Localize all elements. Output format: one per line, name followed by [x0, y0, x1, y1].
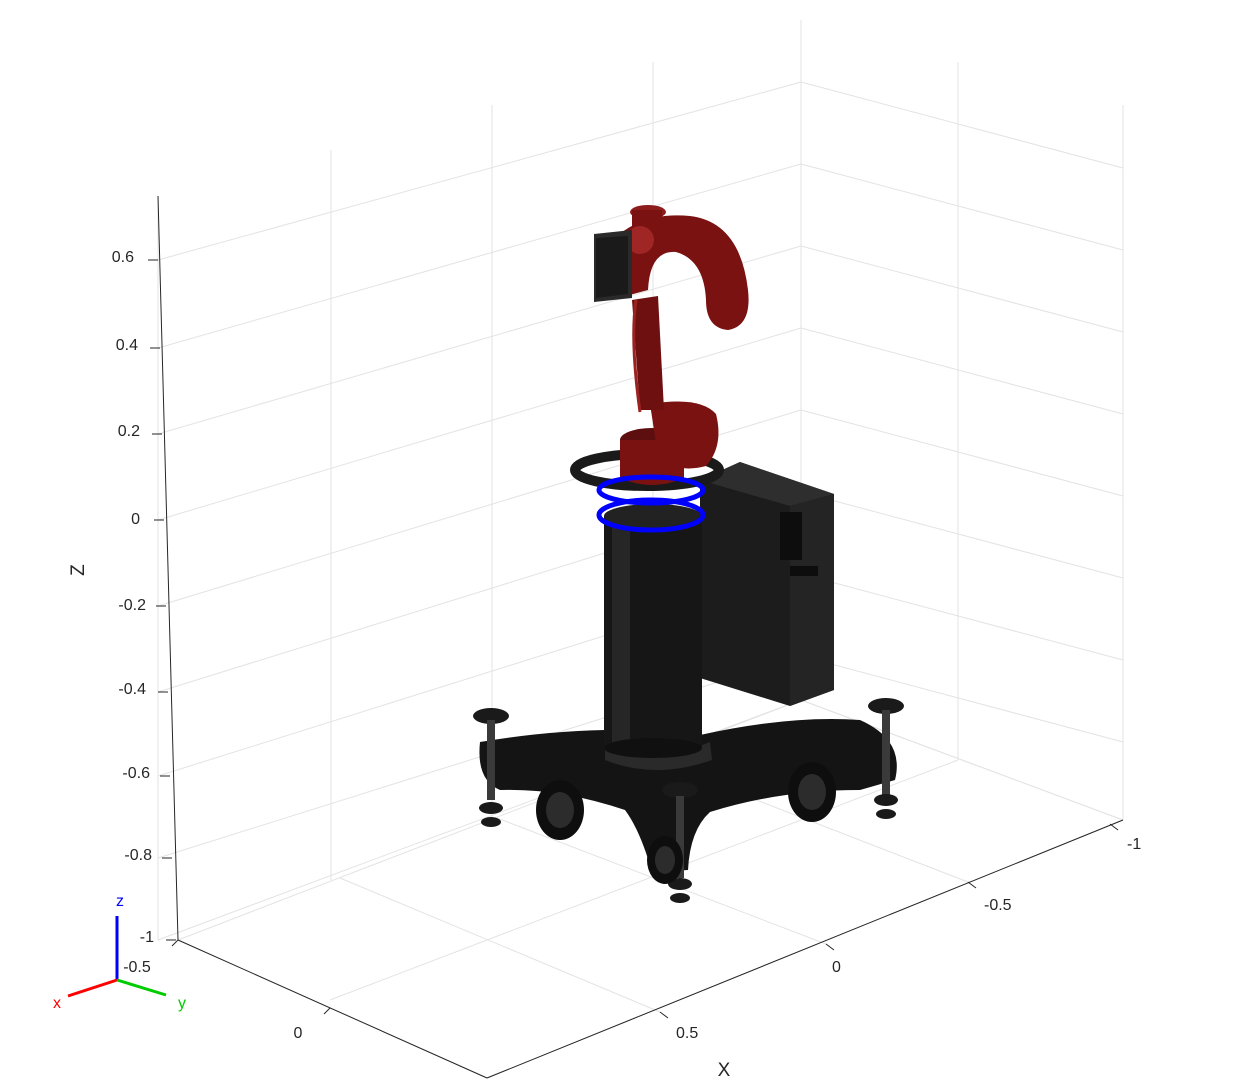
- x-tick-label: 0: [832, 959, 841, 976]
- leveling-foot: [662, 782, 698, 903]
- triad-x-label: x: [53, 995, 61, 1012]
- controller-cabinet[interactable]: [700, 462, 834, 706]
- z-axis-label: Z: [68, 564, 89, 576]
- x-tick-label: -1: [1127, 836, 1141, 853]
- selection-highlight: [596, 474, 706, 533]
- z-axis-tick-labels: 0.6 0.4 0.2 0 -0.2 -0.4 -0.6 -0.8 -1: [112, 249, 154, 946]
- z-tick-label: -0.4: [118, 681, 146, 698]
- x-axis-label: X: [718, 1060, 731, 1081]
- caster-wheel: [788, 762, 836, 822]
- x-tick-label: 0.5: [676, 1025, 698, 1042]
- y-tick-label: -0.5: [123, 959, 151, 976]
- y-tick-label: 0: [294, 1025, 303, 1042]
- z-tick-label: 0.4: [116, 337, 138, 354]
- x-axis-tick-labels: 0.5 0 -0.5 -1: [676, 836, 1141, 1042]
- triad-z-label: z: [116, 893, 124, 910]
- z-tick-label: 0: [131, 511, 140, 528]
- z-tick-label: -1: [140, 929, 154, 946]
- x-tick-label: -0.5: [984, 897, 1012, 914]
- caster-wheel: [536, 780, 584, 840]
- z-axis-ticks: [148, 259, 176, 941]
- leveling-foot: [868, 698, 904, 819]
- x-axis-ticks: [659, 823, 1119, 1019]
- leveling-foot: [473, 708, 509, 827]
- axis-lines: [157, 195, 1124, 1079]
- orientation-triad: z x y: [53, 893, 186, 1012]
- z-tick-label: -0.2: [118, 597, 146, 614]
- z-tick-label: -0.6: [122, 765, 150, 782]
- robot-base[interactable]: [473, 698, 904, 903]
- z-tick-label: -0.8: [124, 847, 152, 864]
- triad-y-label: y: [178, 995, 186, 1012]
- triad-y-line: [116, 978, 167, 997]
- y-axis-tick-labels: -0.5 0: [123, 959, 302, 1042]
- y-axis-ticks: [171, 939, 331, 1015]
- z-tick-label: 0.2: [118, 423, 140, 440]
- z-tick-label: 0.6: [112, 249, 134, 266]
- pedestal-column[interactable]: [604, 504, 702, 758]
- robot-arm[interactable]: [594, 205, 749, 485]
- caster-wheel: [647, 836, 683, 884]
- triad-x-line: [67, 978, 118, 998]
